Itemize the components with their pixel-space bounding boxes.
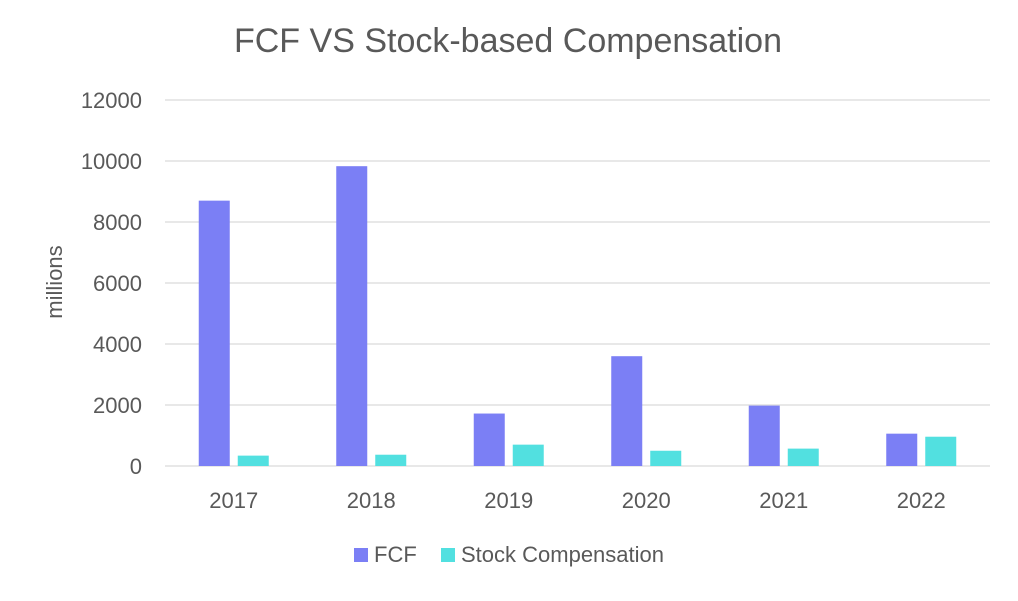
chart-title: FCF VS Stock-based Compensation	[234, 22, 782, 60]
y-tick-labels: 0 2000 4000 6000 8000 10000 12000	[81, 88, 142, 479]
y-tick-label: 4000	[93, 332, 142, 357]
bar-fcf-2018	[336, 166, 368, 466]
bar-fcf-2020	[611, 356, 643, 466]
x-tick-labels: 2017 2018 2019 2020 2021 2022	[209, 488, 945, 513]
x-tick-label: 2019	[484, 488, 533, 513]
bar-fcf-2019	[473, 413, 505, 466]
y-tick-label: 6000	[93, 271, 142, 296]
legend-label: Stock Compensation	[461, 542, 664, 567]
bar-fcf-2021	[748, 405, 780, 466]
x-tick-label: 2020	[622, 488, 671, 513]
legend-label: FCF	[374, 542, 417, 567]
y-axis-label: millions	[42, 245, 67, 318]
legend-swatch-stock-compensation	[441, 548, 455, 562]
bar-stock-compensation-2022	[925, 436, 957, 466]
y-tick-label: 12000	[81, 88, 142, 113]
bar-stock-compensation-2017	[237, 455, 269, 466]
bar-stock-compensation-2018	[375, 454, 407, 466]
y-tick-label: 2000	[93, 393, 142, 418]
legend-swatch-fcf	[354, 548, 368, 562]
x-tick-label: 2017	[209, 488, 258, 513]
x-tick-label: 2021	[759, 488, 808, 513]
bar-stock-compensation-2021	[787, 448, 819, 466]
x-tick-label: 2018	[347, 488, 396, 513]
legend: FCF Stock Compensation	[354, 542, 664, 567]
bar-stock-compensation-2019	[512, 444, 544, 466]
bar-fcf-2017	[198, 200, 230, 466]
bars	[198, 166, 957, 466]
y-tick-label: 0	[130, 454, 142, 479]
bar-fcf-2022	[886, 433, 918, 466]
y-tick-label: 10000	[81, 149, 142, 174]
y-tick-label: 8000	[93, 210, 142, 235]
x-tick-label: 2022	[897, 488, 946, 513]
gridlines	[165, 99, 990, 467]
bar-stock-compensation-2020	[650, 450, 682, 466]
